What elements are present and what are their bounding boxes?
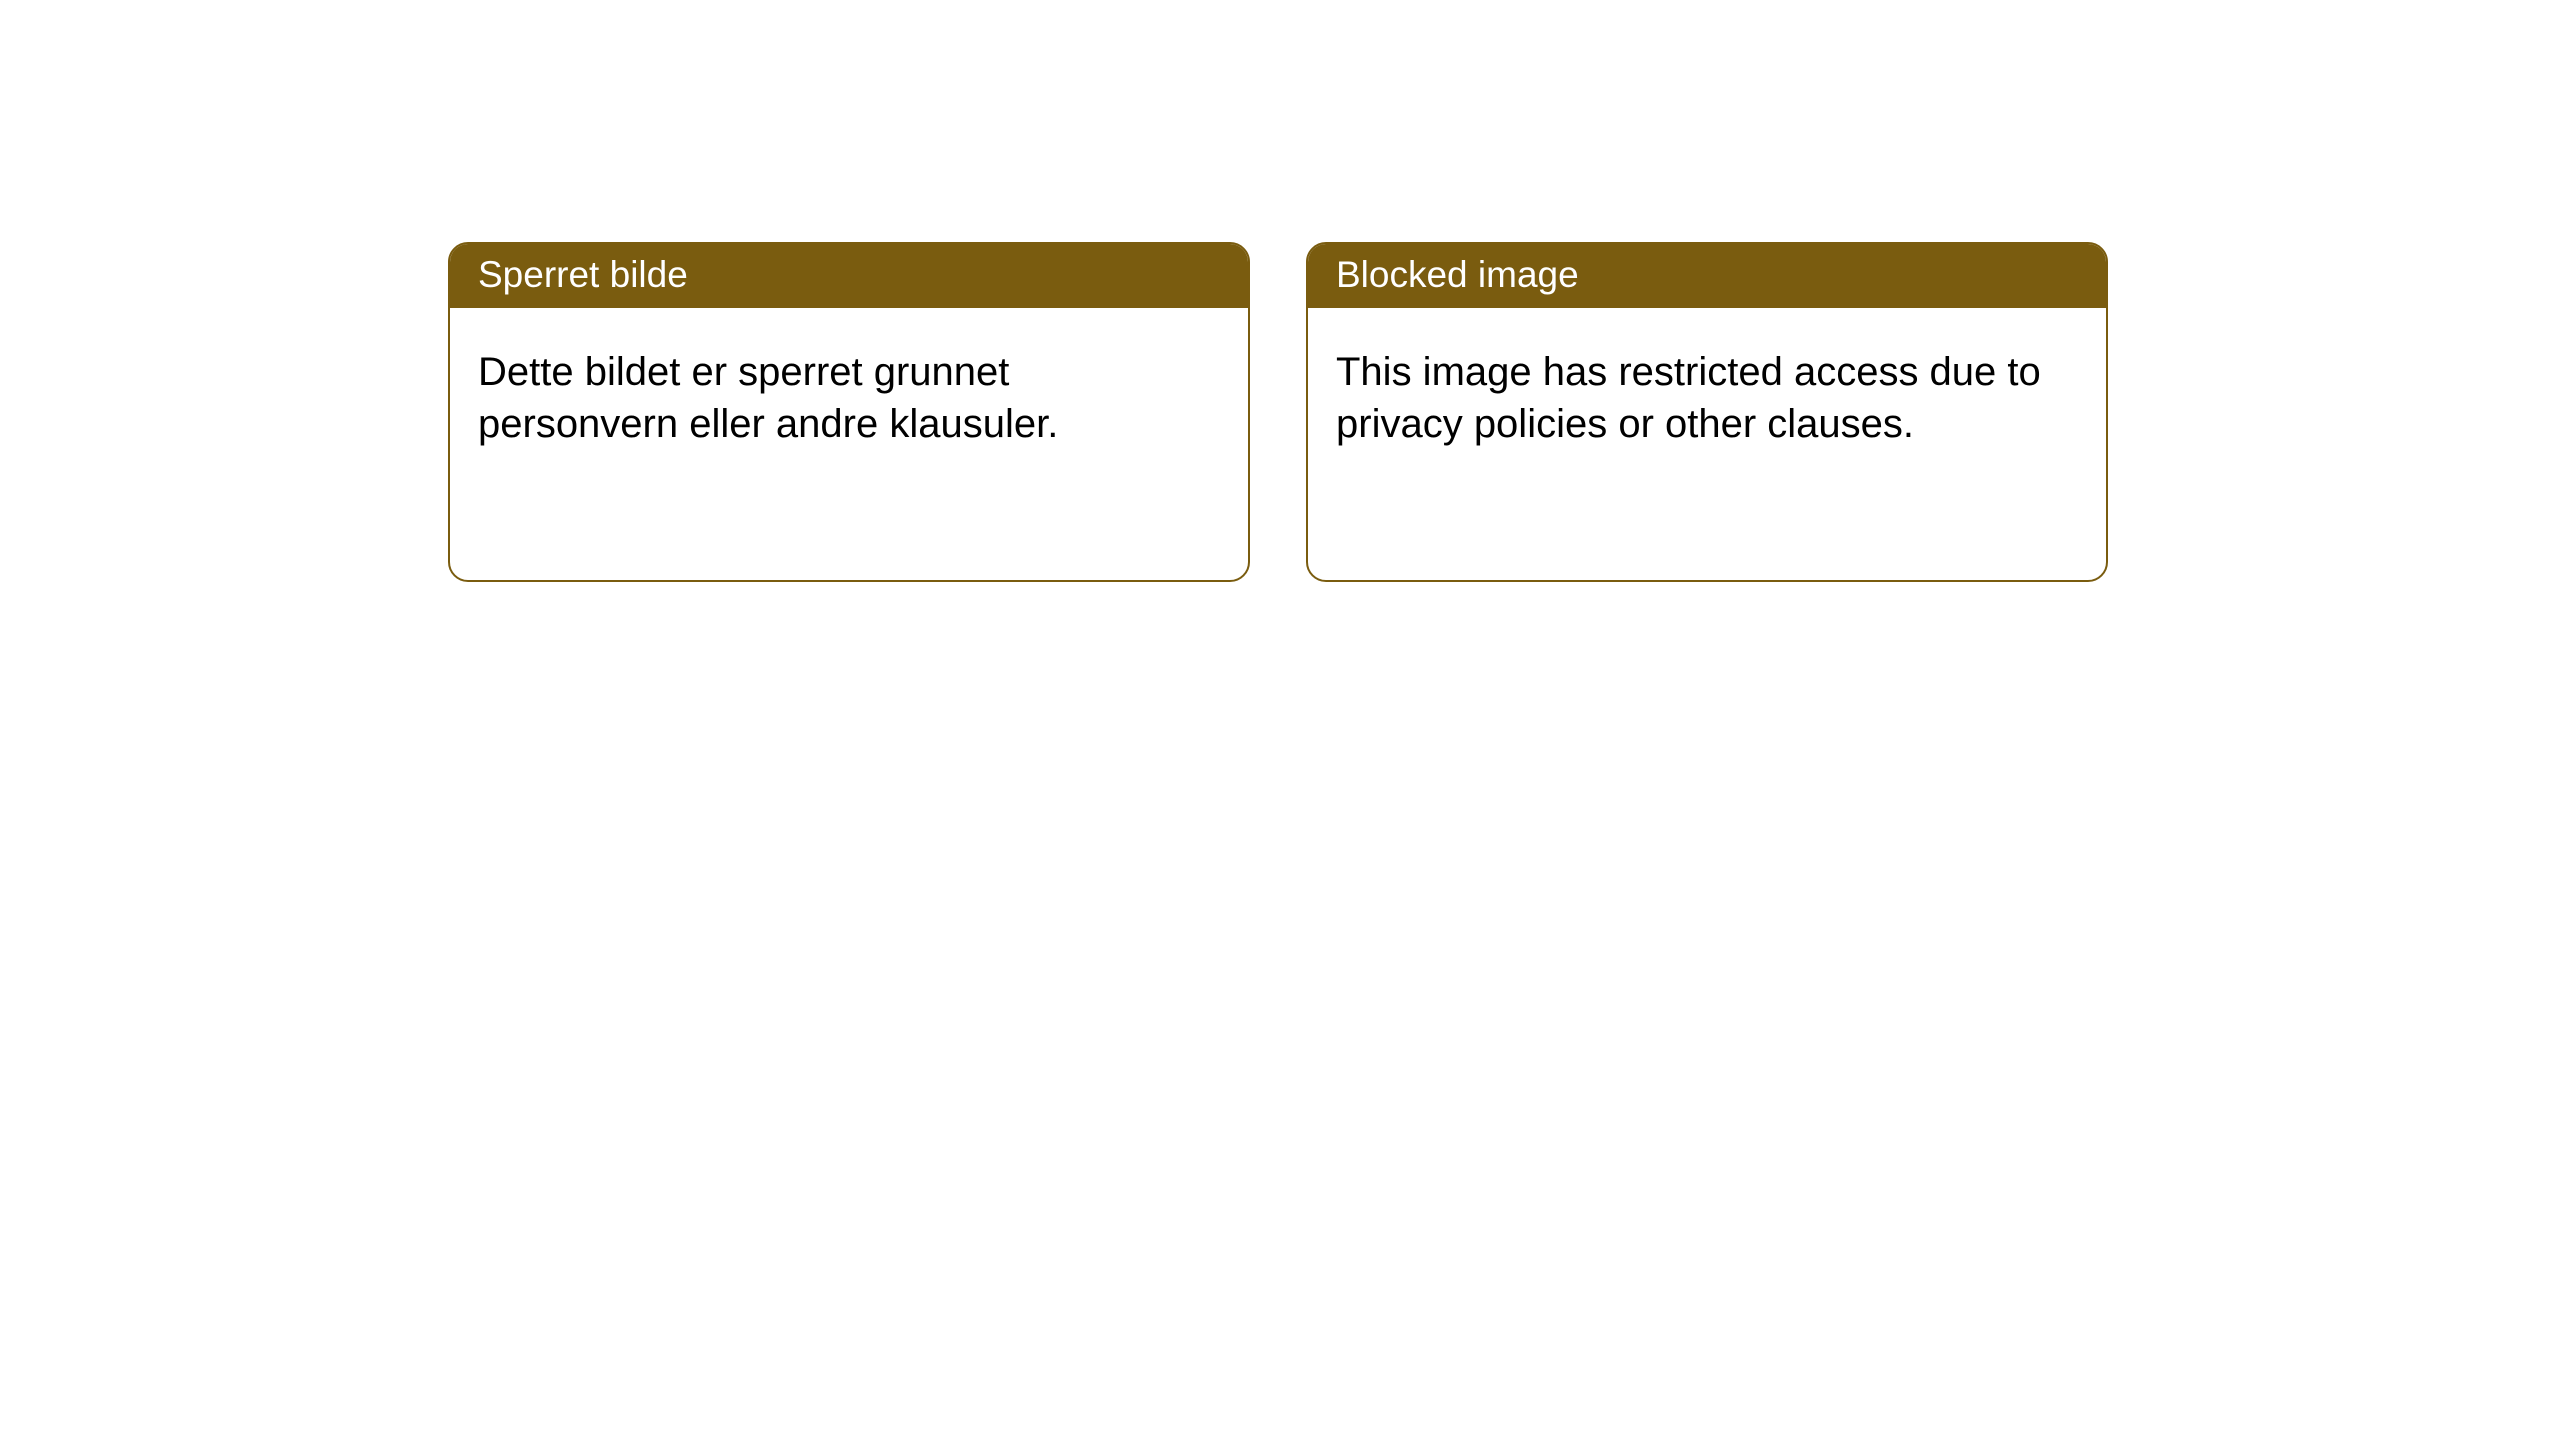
card-title: Sperret bilde <box>450 244 1248 308</box>
card-message: This image has restricted access due to … <box>1308 308 2106 580</box>
blocked-image-card-english: Blocked image This image has restricted … <box>1306 242 2108 582</box>
card-title: Blocked image <box>1308 244 2106 308</box>
card-message: Dette bildet er sperret grunnet personve… <box>450 308 1248 580</box>
notice-cards-container: Sperret bilde Dette bildet er sperret gr… <box>0 0 2560 582</box>
blocked-image-card-norwegian: Sperret bilde Dette bildet er sperret gr… <box>448 242 1250 582</box>
